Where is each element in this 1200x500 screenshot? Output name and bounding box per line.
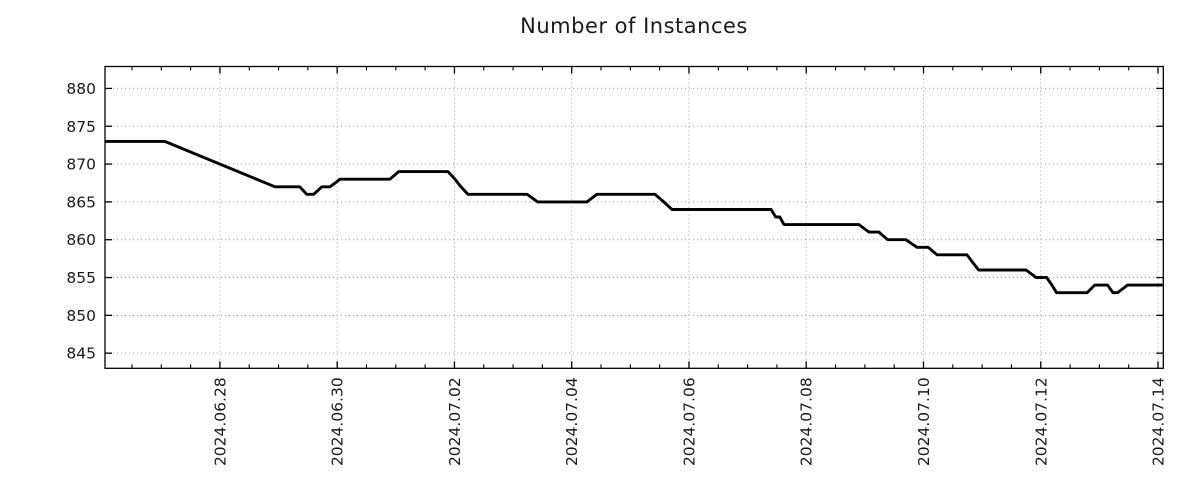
y-tick-label: 845 — [66, 345, 96, 363]
x-tick-label: 2024.07.10 — [915, 377, 933, 466]
y-tick-label: 880 — [66, 80, 96, 98]
y-tick-label: 865 — [66, 193, 96, 211]
x-tick-label: 2024.07.04 — [563, 377, 581, 466]
x-tick-label: 2024.07.02 — [446, 377, 464, 466]
x-tick-label: 2024.07.06 — [680, 377, 698, 466]
x-tick-label: 2024.07.12 — [1032, 377, 1050, 466]
x-tick-label: 2024.07.08 — [798, 377, 816, 466]
x-tick-label: 2024.06.28 — [211, 377, 229, 466]
y-tick-label: 875 — [66, 118, 96, 136]
y-tick-label: 850 — [66, 307, 96, 325]
x-tick-label: 2024.06.30 — [329, 377, 347, 466]
axis-border — [104, 65, 1164, 369]
y-tick-label: 870 — [66, 156, 96, 174]
series-line-instances — [105, 139, 1163, 295]
chart-title: Number of Instances — [520, 14, 748, 38]
y-tick-label: 855 — [66, 269, 96, 287]
y-tick-label: 860 — [66, 231, 96, 249]
x-tick-label: 2024.07.14 — [1150, 377, 1168, 466]
